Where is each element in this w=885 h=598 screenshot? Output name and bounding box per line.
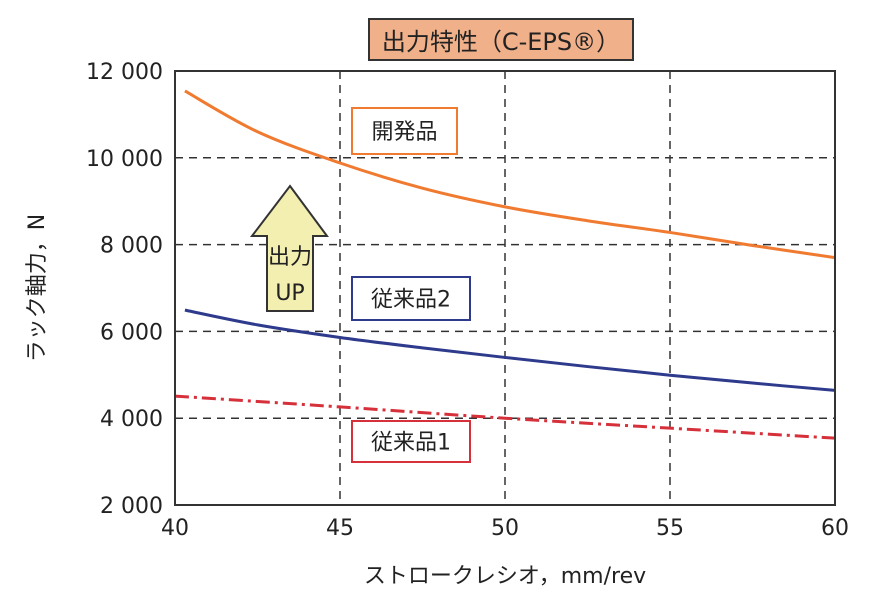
y-tick-label: 12 000: [86, 60, 163, 85]
x-tick-label: 40: [161, 516, 189, 541]
series-line: [184, 308, 836, 392]
y-tick-label: 6 000: [100, 320, 163, 345]
y-axis-label: ラック軸力，N: [25, 214, 50, 362]
plot-frame: [174, 70, 836, 506]
x-axis-label: ストロークレシオ，mm/rev: [364, 564, 646, 589]
y-tick-label: 2 000: [100, 494, 163, 519]
title-box: [368, 18, 634, 61]
x-tick-label: 50: [491, 516, 519, 541]
series-label: 従来品2: [371, 288, 451, 313]
grid: [175, 71, 835, 505]
series-label-box: [351, 276, 471, 321]
series-label: 従来品1: [371, 431, 451, 456]
y-tick-label: 4 000: [100, 407, 163, 432]
series-lines: [174, 89, 836, 440]
series-label-box: [351, 420, 471, 463]
y-tick-label: 8 000: [100, 234, 163, 259]
series-line: [174, 394, 836, 440]
x-tick-label: 45: [326, 516, 354, 541]
series-line: [184, 89, 836, 260]
series-label: 開発品: [371, 120, 437, 145]
x-tick-label: 60: [821, 516, 849, 541]
series-label-box: [351, 107, 458, 155]
arrow-label-1: 出力: [268, 245, 312, 270]
x-tick-label: 55: [656, 516, 684, 541]
up-arrow: 出力 UP: [249, 184, 329, 312]
tick-labels: 40 45 50 55 60 2 000 4 000 6 000 8 000 10 000 12 0…: [86, 60, 849, 541]
arrow-label-2: UP: [275, 281, 304, 306]
chart-title: 出力特性（C-EPS®）: [382, 28, 620, 56]
y-tick-label: 10 000: [86, 147, 163, 172]
arrow-icon: [249, 184, 329, 312]
